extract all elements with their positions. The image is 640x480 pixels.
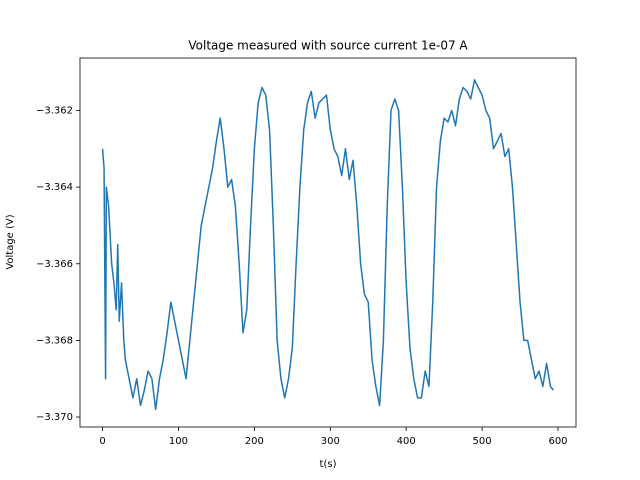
x-tick-label: 300 <box>321 436 340 447</box>
x-tick-label: 0 <box>99 436 105 447</box>
x-axis-label: t(s) <box>320 459 337 470</box>
x-tick-label: 100 <box>169 436 188 447</box>
y-axis-label: Voltage (V) <box>5 214 16 269</box>
y-tick-label: −3.364 <box>36 182 73 193</box>
plot-frame <box>79 57 577 428</box>
y-tick-label: −3.366 <box>36 259 73 270</box>
x-tick-label: 400 <box>397 436 416 447</box>
x-tick-label: 500 <box>473 436 492 447</box>
y-tick-label: −3.368 <box>36 335 73 346</box>
y-tick-label: −3.370 <box>36 412 73 423</box>
x-tick-label: 200 <box>245 436 264 447</box>
y-tick-label: −3.362 <box>36 105 73 116</box>
data-line <box>101 79 555 411</box>
x-tick-label: 600 <box>548 436 567 447</box>
chart-title: Voltage measured with source current 1e-… <box>188 39 468 53</box>
